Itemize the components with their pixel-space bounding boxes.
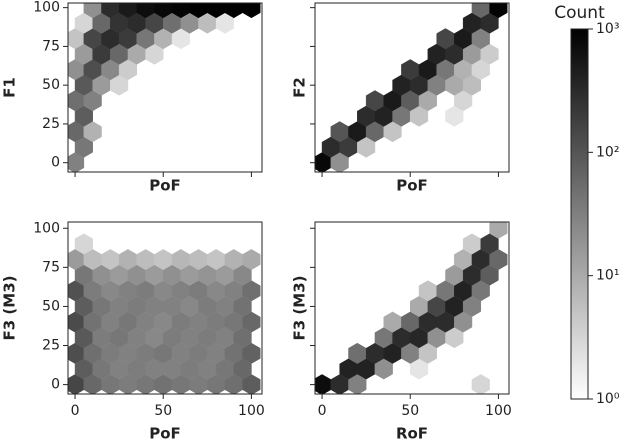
hex-cell — [233, 264, 252, 286]
x-axis-label: PoF — [149, 425, 181, 442]
axes-frame — [314, 2, 510, 173]
hex-cell — [189, 3, 208, 19]
axes-frame — [67, 221, 263, 395]
hex-cell — [242, 249, 261, 270]
x-tick-label: 50 — [401, 403, 419, 419]
y-tick-label: 0 — [51, 377, 60, 393]
hex-cell — [445, 327, 464, 349]
hex-cell — [154, 3, 173, 19]
colorbar-tick-label: 10³ — [596, 21, 619, 37]
y-tick-label: 75 — [42, 259, 60, 275]
hex-cell — [462, 295, 482, 317]
hex-cell — [136, 3, 155, 19]
hex-layer — [315, 3, 508, 172]
hex-cell — [224, 3, 243, 19]
y-axis-label: F1 — [1, 77, 19, 98]
x-axis-label: PoF — [149, 177, 181, 195]
hex-cell — [454, 311, 473, 333]
x-tick-label: 0 — [71, 403, 80, 419]
y-axis-label: F2 — [291, 77, 309, 98]
hex-cell — [171, 3, 190, 19]
x-axis-label: RoF — [396, 425, 428, 442]
hex-cell — [471, 3, 490, 19]
hex-layer — [68, 233, 261, 394]
axes-frame — [314, 221, 510, 395]
hex-cell — [242, 280, 261, 302]
colorbar-tick-label: 10⁰ — [596, 391, 620, 407]
hex-layer — [315, 222, 508, 394]
hex-cell — [480, 264, 499, 286]
axes-frame — [67, 2, 263, 173]
hex-cell — [418, 342, 437, 364]
hex-cell — [489, 222, 508, 239]
hex-cell — [409, 358, 429, 380]
y-tick-label: 75 — [42, 38, 60, 54]
hex-cell — [471, 374, 490, 394]
y-tick-label: 25 — [42, 116, 60, 132]
hex-cell — [374, 358, 393, 380]
hex-cell — [480, 233, 499, 255]
hex-cell — [118, 3, 138, 19]
hex-cell — [242, 374, 261, 394]
hex-cell — [233, 358, 252, 380]
hex-cell — [348, 374, 367, 394]
y-tick-label: 0 — [51, 155, 60, 171]
y-axis-label: F3 (M3) — [1, 276, 19, 341]
y-tick-label: 100 — [33, 0, 60, 16]
y-tick-label: 25 — [42, 338, 60, 354]
x-tick-label: 50 — [154, 403, 172, 419]
hex-cell — [242, 311, 261, 333]
colorbar-tick-label: 10¹ — [596, 268, 619, 284]
y-tick-label: 100 — [33, 220, 60, 236]
y-axis-label: F3 (M3) — [291, 276, 309, 341]
hex-cell — [489, 3, 508, 19]
hex-layer — [68, 3, 261, 172]
hex-cell — [207, 3, 226, 19]
hex-cell — [471, 280, 490, 302]
hex-cell — [233, 327, 252, 349]
hex-cell — [315, 374, 332, 394]
x-tick-label: 100 — [238, 403, 265, 419]
hex-cell — [489, 249, 508, 270]
x-axis-label: PoF — [396, 177, 428, 195]
y-tick-label: 50 — [42, 77, 60, 93]
hex-cell — [74, 233, 93, 255]
hex-cell — [242, 342, 261, 364]
y-tick-label: 50 — [42, 298, 60, 314]
x-tick-label: 100 — [485, 403, 512, 419]
colorbar-tick-label: 10² — [596, 144, 619, 160]
hex-cell — [101, 3, 120, 19]
colorbar — [570, 28, 589, 400]
hex-cell — [242, 3, 261, 19]
colorbar-title: Count — [554, 3, 605, 23]
hex-cell — [233, 295, 252, 317]
hex-cell — [83, 3, 102, 19]
x-tick-label: 0 — [318, 403, 327, 419]
